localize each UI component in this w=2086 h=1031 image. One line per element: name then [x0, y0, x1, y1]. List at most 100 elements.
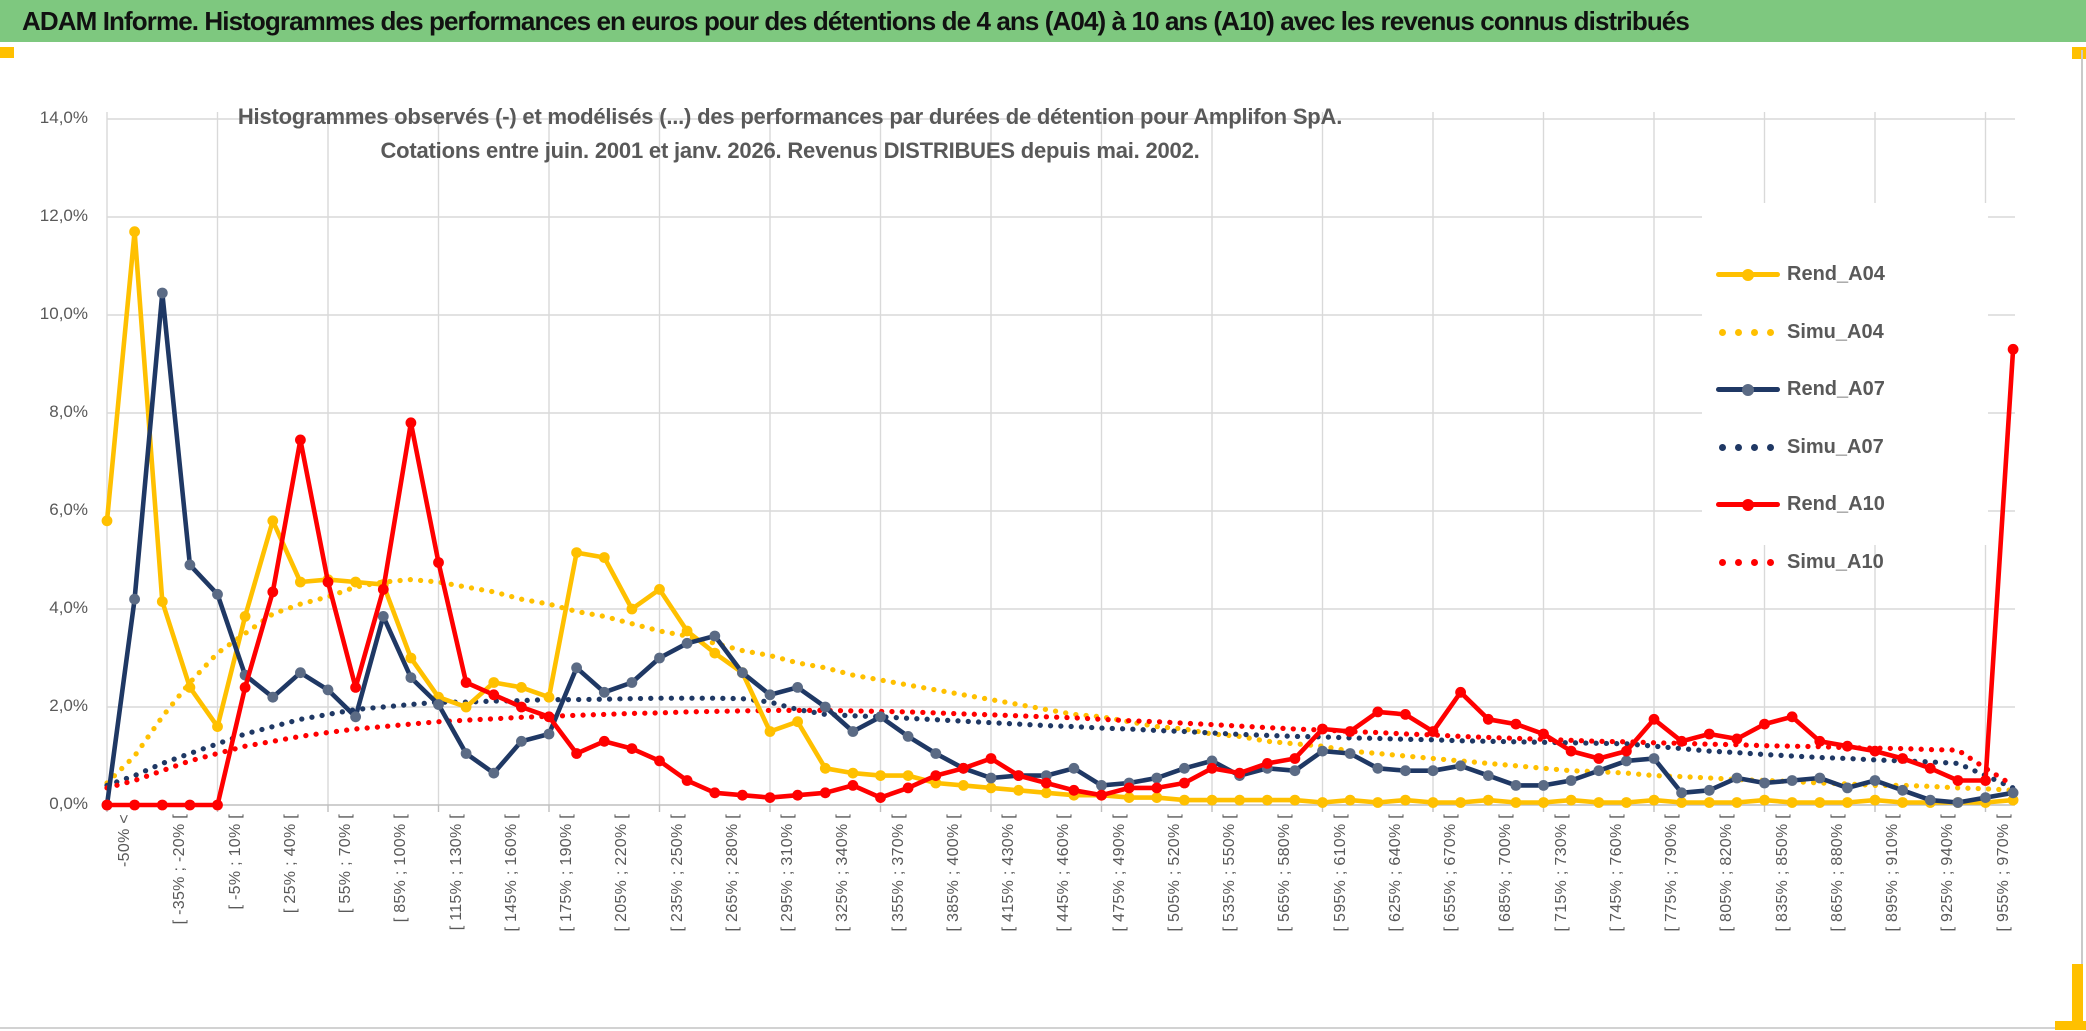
series-marker-rend_a07: [350, 711, 361, 723]
series-marker-rend_a10: [1068, 784, 1080, 796]
series-marker-rend_a04: [1234, 794, 1245, 806]
x-tick-label: [ 685% ; 700% [: [1497, 814, 1515, 932]
series-marker-rend_a04: [1593, 797, 1605, 808]
series-marker-rend_a04: [516, 682, 527, 693]
series-marker-rend_a04: [460, 701, 472, 713]
sheet-border-bottom: [0, 1027, 2086, 1029]
series-marker-rend_a04: [1455, 797, 1466, 808]
series-marker-rend_a07: [1538, 780, 1549, 791]
series-marker-rend_a04: [930, 777, 942, 789]
series-marker-rend_a04: [875, 770, 886, 781]
series-marker-rend_a10: [129, 799, 141, 811]
series-marker-rend_a10: [1565, 745, 1577, 757]
series-marker-rend_a07: [1786, 775, 1798, 786]
series-marker-rend_a04: [819, 762, 831, 774]
series-marker-rend_a04: [1731, 797, 1743, 808]
series-marker-rend_a04: [129, 226, 141, 238]
legend-label: Rend_A07: [1787, 378, 1885, 401]
series-marker-rend_a07: [985, 772, 997, 784]
x-tick-label: [ 595% ; 610% [: [1331, 814, 1349, 932]
series-marker-rend_a10: [1980, 775, 1991, 786]
series-marker-rend_a04: [267, 515, 279, 527]
series-marker-rend_a07: [1179, 762, 1190, 774]
series-marker-rend_a10: [819, 787, 831, 799]
legend-label: Rend_A04: [1787, 263, 1885, 286]
series-marker-rend_a04: [1869, 794, 1881, 806]
series-marker-rend_a10: [1261, 758, 1273, 769]
series-marker-rend_a07: [267, 691, 279, 703]
series-marker-rend_a10: [488, 689, 500, 701]
series-marker-rend_a07: [875, 711, 886, 723]
y-tick-label: 8,0%: [49, 402, 88, 421]
legend: Rend_A04 Simu_A04 Rend_A07 Simu_A07 Rend_A10…: [1716, 246, 1988, 591]
series-marker-rend_a04: [1676, 797, 1687, 808]
x-tick-label: [ -35% ; -20% [: [171, 814, 189, 925]
series-marker-rend_a04: [654, 584, 665, 595]
x-tick-label: [ 235% ; 250% [: [668, 814, 686, 932]
series-marker-rend_a07: [764, 689, 776, 701]
series-marker-rend_a07: [819, 701, 831, 713]
series-marker-rend_a07: [1372, 762, 1384, 774]
series-marker-rend_a10: [681, 775, 693, 786]
legend-item-rend_a10: Rend_A10: [1716, 476, 1988, 534]
series-marker-rend_a07: [626, 677, 638, 688]
legend-label: Simu_A10: [1787, 550, 1884, 573]
legend-label: Simu_A07: [1787, 435, 1884, 458]
series-marker-rend_a10: [1759, 718, 1770, 730]
series-marker-rend_a10: [958, 762, 969, 774]
series-marker-rend_a07: [681, 637, 693, 649]
series-marker-rend_a10: [267, 586, 279, 598]
series-marker-rend_a07: [1096, 780, 1107, 791]
series-marker-rend_a04: [681, 625, 693, 637]
x-tick-label: [ 115% ; 130% [: [447, 814, 465, 931]
series-marker-rend_a07: [598, 686, 610, 698]
series-marker-rend_a07: [460, 748, 472, 759]
series-marker-rend_a04: [1510, 797, 1522, 808]
chart-sheet: Histogrammes observés (-) et modélisés (…: [0, 42, 2086, 1031]
series-marker-rend_a04: [1317, 797, 1328, 808]
series-marker-rend_a04: [764, 726, 776, 737]
series-marker-rend_a07: [516, 735, 527, 747]
series-marker-rend_a07: [488, 767, 500, 779]
series-marker-rend_a10: [156, 799, 168, 811]
legend-item-simu_a04: Simu_A04: [1716, 304, 1988, 362]
legend-swatch-dotted-icon: [1716, 556, 1780, 569]
series-marker-rend_a07: [1151, 772, 1163, 784]
series-marker-rend_a10: [101, 799, 113, 811]
series-marker-rend_a10: [1703, 728, 1715, 740]
legend-swatch-dotted-icon: [1716, 326, 1780, 339]
series-marker-rend_a07: [1814, 772, 1826, 784]
legend-swatch-solid-icon: [1716, 383, 1780, 396]
series-marker-rend_a04: [156, 596, 168, 607]
x-tick-label: [ 745% ; 760% [: [1607, 814, 1625, 932]
x-tick-label: [ 505% ; 520% [: [1165, 814, 1183, 932]
series-marker-rend_a04: [1648, 794, 1660, 806]
series-marker-rend_a04: [598, 552, 610, 563]
series-marker-rend_a07: [1400, 765, 1411, 777]
series-marker-rend_a07: [1068, 762, 1080, 774]
x-tick-label: [ 205% ; 220% [: [613, 814, 631, 932]
series-line-rend_a04: [104, 229, 2014, 805]
series-marker-rend_a04: [1621, 797, 1632, 808]
legend-item-rend_a07: Rend_A07: [1716, 361, 1988, 419]
series-marker-rend_a10: [1427, 726, 1439, 737]
series-marker-rend_a04: [1786, 797, 1798, 808]
sheet-border-right: [2081, 50, 2083, 1029]
series-marker-rend_a04: [847, 767, 859, 779]
series-marker-rend_a04: [543, 691, 555, 703]
series-marker-rend_a07: [1455, 760, 1466, 772]
x-tick-label: [ 295% ; 310% [: [779, 814, 796, 932]
series-marker-rend_a07: [1482, 770, 1494, 781]
series-marker-rend_a04: [985, 782, 997, 794]
series-line-simu_a07: [104, 695, 2016, 791]
x-tick-label: [ 925% ; 940% [: [1939, 814, 1957, 932]
series-marker-rend_a10: [322, 576, 334, 588]
series-marker-rend_a07: [377, 611, 389, 622]
x-tick-label: [ 355% ; 370% [: [889, 814, 907, 932]
series-marker-rend_a04: [1040, 787, 1052, 799]
series-marker-rend_a04: [1206, 794, 1218, 806]
legend-label: Simu_A04: [1787, 320, 1884, 343]
x-tick-label: [ 385% ; 400% [: [944, 814, 962, 932]
series-marker-rend_a10: [1621, 745, 1632, 757]
series-marker-rend_a04: [1123, 792, 1135, 803]
